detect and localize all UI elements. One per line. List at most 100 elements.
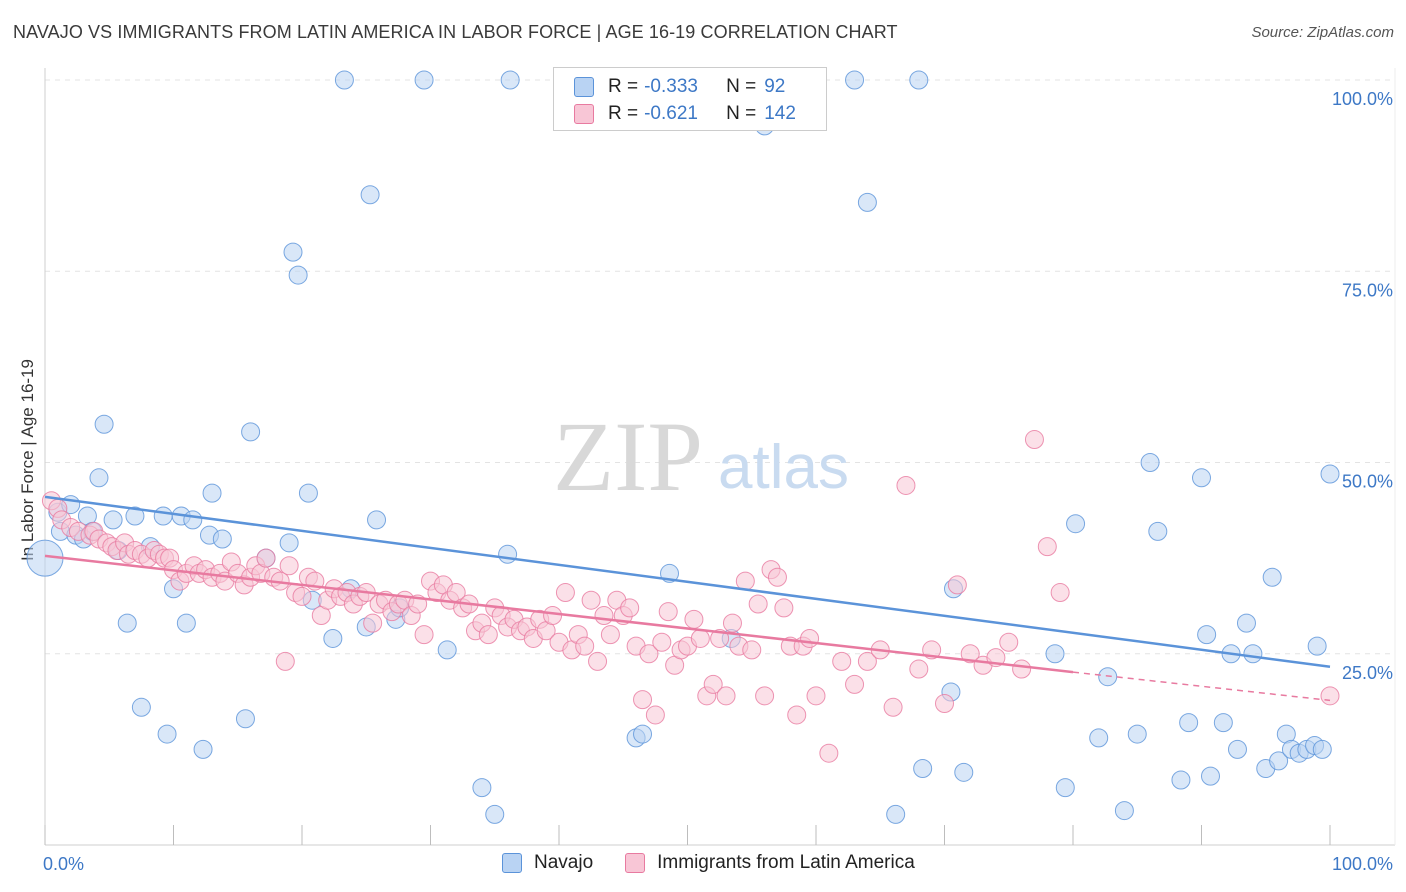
data-point-navajo <box>498 544 518 564</box>
data-point-latin-america <box>1024 430 1044 450</box>
legend-r-value: -0.333 <box>644 76 698 97</box>
axes <box>44 68 1396 846</box>
legend-swatch-latin-america <box>574 104 594 124</box>
data-point-latin-america <box>774 598 794 618</box>
y-tick-label: 100.0% <box>1332 89 1393 109</box>
gridlines <box>45 79 1395 655</box>
data-point-latin-america <box>363 613 383 633</box>
watermark-atlas: atlas <box>718 433 849 502</box>
legend-n-label: N = <box>726 103 757 124</box>
chart-title: NAVAJO VS IMMIGRANTS FROM LATIN AMERICA … <box>13 22 898 42</box>
data-point-navajo <box>183 510 203 530</box>
legend-row-navajo: R = -0.333 N = 92 <box>574 74 785 100</box>
data-point-latin-america <box>1037 537 1057 557</box>
data-point-navajo <box>1312 739 1332 759</box>
data-point-latin-america <box>575 636 595 656</box>
data-point-navajo <box>279 533 299 553</box>
data-point-latin-america <box>1320 686 1340 706</box>
data-point-navajo <box>909 70 929 90</box>
data-point-navajo <box>1213 713 1233 733</box>
data-point-navajo <box>1227 739 1247 759</box>
data-point-navajo <box>500 70 520 90</box>
data-point-latin-america <box>947 575 967 595</box>
data-point-navajo <box>913 759 933 778</box>
data-point-navajo <box>288 265 308 285</box>
data-point-navajo <box>1045 644 1065 664</box>
legend-r-label: R = <box>608 76 639 97</box>
data-point-navajo <box>1192 468 1211 488</box>
data-point-latin-america <box>883 697 903 717</box>
data-point-latin-america <box>742 640 762 660</box>
data-point-latin-america <box>600 625 620 645</box>
data-point-latin-america <box>594 606 614 625</box>
data-point-navajo <box>1140 453 1160 472</box>
data-point-navajo <box>472 778 492 798</box>
data-point-navajo <box>235 709 255 729</box>
data-point-navajo <box>1055 778 1075 798</box>
correlation-legend: R = -0.333 N = 92 R = -0.621 N = 142 <box>553 67 827 131</box>
x-tick-label: 100.0% <box>1332 854 1393 874</box>
trend-line-navajo <box>44 495 1331 668</box>
data-point-navajo <box>334 70 354 90</box>
data-point-latin-america <box>703 674 723 694</box>
tick-labels: 25.0% 50.0% 75.0% 100.0% 0.0% 100.0% <box>43 89 1393 874</box>
data-point-navajo <box>1179 713 1199 733</box>
y-tick-label: 25.0% <box>1342 663 1393 683</box>
data-point-latin-america <box>652 632 672 652</box>
data-point-latin-america <box>1012 659 1032 679</box>
data-point-latin-america <box>279 556 299 576</box>
trend-lines <box>44 495 1331 702</box>
legend-swatch-navajo <box>502 853 522 873</box>
legend-label-navajo: Navajo <box>534 852 594 873</box>
y-tick-label: 50.0% <box>1342 472 1393 492</box>
data-point-navajo <box>1269 751 1289 771</box>
data-point-navajo <box>241 422 261 442</box>
data-point-navajo <box>367 510 387 530</box>
data-point-latin-america <box>275 651 295 671</box>
data-point-navajo <box>89 468 109 488</box>
data-point-navajo <box>845 70 865 90</box>
data-point-latin-america <box>999 632 1019 652</box>
legend-item-navajo: Navajo <box>502 852 593 874</box>
data-point-navajo <box>1066 514 1086 534</box>
data-point-latin-america <box>690 628 710 648</box>
legend-swatch-navajo <box>574 77 594 97</box>
data-point-navajo <box>157 724 177 744</box>
watermark-zip: ZIP <box>553 401 703 512</box>
data-point-navajo <box>298 483 318 503</box>
data-point-latin-america <box>588 651 608 671</box>
data-point-latin-america <box>620 598 640 618</box>
data-point-navajo <box>125 506 145 526</box>
data-point-latin-america <box>1050 583 1070 603</box>
data-point-latin-america <box>633 690 653 710</box>
data-point-latin-america <box>684 609 704 629</box>
data-point-latin-america <box>256 548 276 568</box>
data-point-navajo <box>437 640 457 660</box>
data-point-latin-america <box>787 705 807 725</box>
data-point-navajo <box>1200 766 1220 786</box>
data-point-latin-america <box>543 606 563 625</box>
trend-line-extension <box>1072 671 1331 702</box>
data-point-latin-america <box>845 674 865 694</box>
data-point-navajo <box>1320 464 1340 484</box>
legend-n-value: 142 <box>764 103 796 124</box>
data-point-navajo <box>94 414 114 434</box>
data-point-navajo <box>1171 770 1191 790</box>
x-tick-label: 0.0% <box>43 854 84 874</box>
legend-item-latin-america: Immigrants from Latin America <box>625 852 915 874</box>
data-point-navajo <box>131 697 151 717</box>
data-point-latin-america <box>581 590 601 610</box>
data-point-latin-america <box>292 586 312 606</box>
data-point-navajo <box>360 185 380 205</box>
data-point-navajo <box>1114 801 1134 821</box>
data-point-navajo <box>103 510 123 530</box>
data-point-navajo <box>1243 644 1263 664</box>
data-point-latin-america <box>414 625 434 645</box>
data-point-navajo <box>283 242 303 262</box>
data-point-latin-america <box>832 651 852 671</box>
data-point-latin-america <box>806 686 826 706</box>
legend-swatch-latin-america <box>625 853 646 873</box>
y-tick-label: 75.0% <box>1342 280 1393 300</box>
data-point-navajo <box>886 804 906 824</box>
